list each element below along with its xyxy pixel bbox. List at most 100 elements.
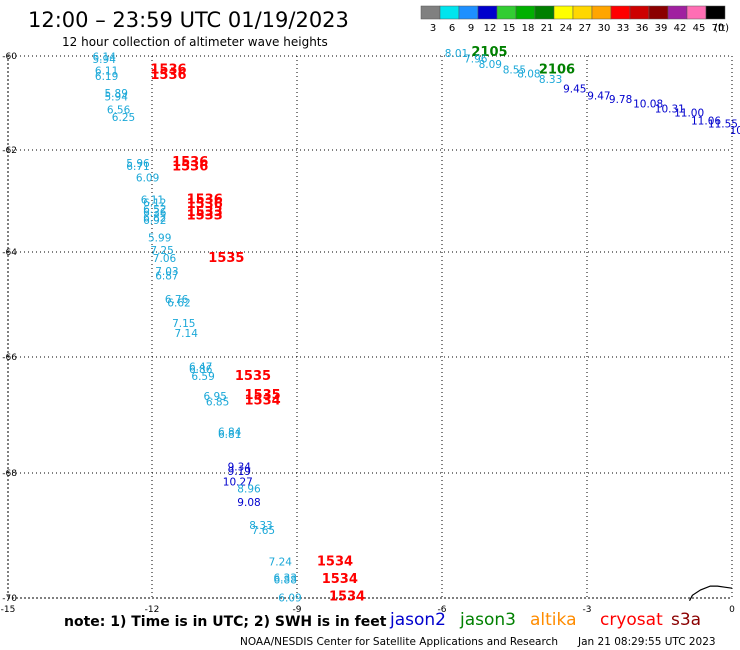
wave-height-value: 6.11 xyxy=(95,65,118,77)
footer-credit: NOAA/NESDIS Center for Satellite Applica… xyxy=(240,636,558,648)
wave-height-value: 6.95 xyxy=(204,391,227,403)
wave-height-value: 6.71 xyxy=(126,161,149,173)
y-tick-label: -68 xyxy=(2,469,17,479)
wave-height-value: 9.47 xyxy=(587,90,610,102)
plot-border xyxy=(7,55,733,599)
pass-time-label: 1533 xyxy=(187,205,223,220)
legend-tick-label: 42 xyxy=(674,23,687,34)
legend-swatch xyxy=(610,5,631,20)
legend-tick-label: 30 xyxy=(598,23,611,34)
legend-swatch xyxy=(515,5,536,20)
wave-height-value: 8.33 xyxy=(249,520,272,532)
pass-time-label: 1536 xyxy=(187,192,223,207)
x-tick-label: -12 xyxy=(145,605,160,615)
legend-swatch xyxy=(572,5,593,20)
wave-height-value: 6.62 xyxy=(167,297,190,309)
wave-height-value: 6.36 xyxy=(143,207,167,219)
legend-tick-label: 33 xyxy=(617,23,630,34)
pass-time-label: 2106 xyxy=(539,62,575,77)
wave-height-value: 8.08 xyxy=(517,69,540,81)
wave-height-value: 8.33 xyxy=(539,74,562,86)
satellite-legend-jason2: jason2 xyxy=(389,610,446,630)
y-tick-label: -60 xyxy=(2,52,17,62)
coastline xyxy=(688,585,733,601)
pass-time-label: 1533 xyxy=(187,209,223,224)
legend-tick-label: 15 xyxy=(503,23,516,34)
wave-height-value: 7.14 xyxy=(175,328,199,340)
wave-height-value: 5.99 xyxy=(148,232,171,244)
wave-height-value: 6.19 xyxy=(95,71,118,83)
pass-time-label: 1536 xyxy=(172,159,208,174)
wave-height-value: 9.34 xyxy=(228,462,252,474)
legend-swatch xyxy=(667,5,688,20)
pass-time-label: 2105 xyxy=(471,45,507,60)
wave-height-value: 6.92 xyxy=(143,215,166,227)
satellite-legend-cryosat: cryosat xyxy=(600,610,663,630)
legend-tick-label: 39 xyxy=(655,23,668,34)
legend-swatch xyxy=(477,5,498,20)
y-tick-label: -70 xyxy=(2,594,17,604)
wave-height-value: 7.65 xyxy=(252,525,275,537)
pass-time-label: 1534 xyxy=(317,555,353,570)
pass-time-label: 1536 xyxy=(187,197,223,212)
legend-tick-label: 9 xyxy=(468,23,474,34)
wave-height-value: 6.52 xyxy=(143,204,166,216)
plot-grid xyxy=(7,55,733,599)
wave-height-value: 11.00 xyxy=(674,108,704,120)
footer-timestamp: Jan 21 08:29:55 UTC 2023 xyxy=(577,636,716,648)
wave-height-value: 5.94 xyxy=(105,91,129,103)
x-tick-label: -6 xyxy=(438,605,447,615)
wave-height-value: 9.78 xyxy=(609,94,632,106)
legend-tick-label: 12 xyxy=(484,23,497,34)
chart-title: 12:00 – 23:59 UTC 01/19/2023 xyxy=(28,8,349,32)
legend-tick-label: 3 xyxy=(430,23,436,34)
wave-height-value: 6.85 xyxy=(206,397,229,409)
legend-swatch xyxy=(534,5,555,20)
legend-swatch xyxy=(591,5,612,20)
x-tick-label: 0 xyxy=(729,605,735,615)
wave-height-value: 6.59 xyxy=(191,371,214,383)
legend-swatch xyxy=(629,5,650,20)
wave-height-value: 7.96 xyxy=(464,54,488,66)
legend-tick-label: 21 xyxy=(541,23,554,34)
pass-time-label: 1535 xyxy=(235,369,271,384)
y-tick-label: -62 xyxy=(2,146,17,156)
satellite-legend-jason3: jason3 xyxy=(459,610,516,630)
legend-tick-label: 18 xyxy=(522,23,535,34)
legend-swatch xyxy=(496,5,517,20)
wave-height-value: 6.33 xyxy=(274,573,297,585)
wave-height-value: 6.88 xyxy=(274,574,297,586)
footer-note: note: 1) Time is in UTC; 2) SWH is in fe… xyxy=(64,614,387,630)
wave-height-color-legend: 3 6 9 12 15 18 21 24 27 30 33 36 39 42 45 70 xyxy=(420,5,726,34)
chart-subtitle: 12 hour collection of altimeter wave hei… xyxy=(62,35,328,49)
pass-time-label: 1536 xyxy=(172,155,208,170)
legend-tick-label: 45 xyxy=(693,23,706,34)
wave-height-value: 6.09 xyxy=(136,173,159,185)
x-tick-label: -15 xyxy=(1,605,16,615)
legend-tick-label: 6 xyxy=(449,23,455,34)
wave-height-value: 6.12 xyxy=(143,198,166,210)
x-tick-label: -9 xyxy=(293,605,302,615)
wave-height-value: 7.25 xyxy=(150,245,173,257)
x-axis-ticks: -15 -12 -9 -6 -3 0 xyxy=(1,605,735,615)
x-tick-label: -3 xyxy=(583,605,592,615)
wave-height-value: 8.55 xyxy=(503,64,526,76)
y-tick-label: -66 xyxy=(2,353,17,363)
wave-height-value: 8.96 xyxy=(237,483,261,495)
wave-height-value: 9.08 xyxy=(237,497,260,509)
wave-height-value: 10.72 xyxy=(730,125,740,137)
wave-height-value: 9.45 xyxy=(563,83,586,95)
legend-swatch xyxy=(686,5,707,20)
pass-time-label: 1534 xyxy=(322,572,358,587)
legend-swatch xyxy=(553,5,574,20)
wave-height-value: 11.55 xyxy=(708,119,738,131)
legend-swatch xyxy=(439,5,460,20)
y-tick-label: -64 xyxy=(2,248,17,258)
legend-tick-label: 27 xyxy=(579,23,592,34)
wave-height-value: 5.96 xyxy=(126,158,150,170)
wave-height-labels: 6.145.946.116.19 153615365.895.946.566.25… xyxy=(93,45,740,605)
land-outline xyxy=(688,585,733,601)
y-axis-ticks: -60 -62 -64 -66 -68 -70 xyxy=(2,52,17,604)
legend-swatch xyxy=(648,5,669,20)
